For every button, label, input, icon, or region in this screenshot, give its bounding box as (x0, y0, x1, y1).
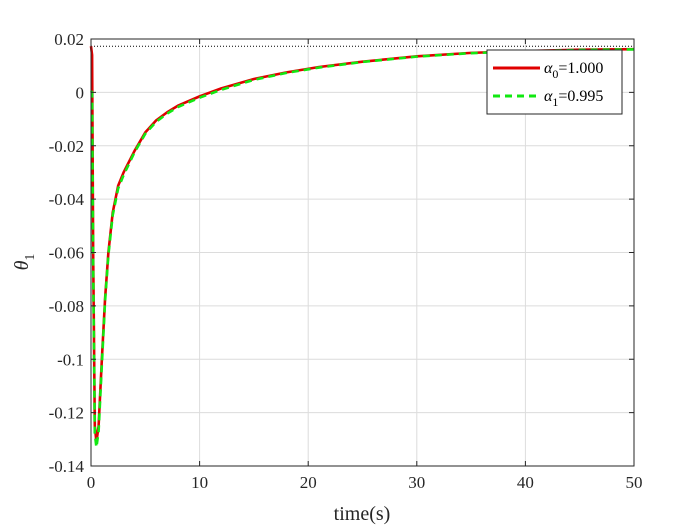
x-tick-label: 0 (87, 473, 96, 492)
y-tick-label: -0.1 (57, 350, 84, 369)
legend: α0=1.000 α1=0.995 (486, 49, 623, 115)
legend-label-1-suffix: =0.995 (558, 88, 603, 105)
legend-box (486, 49, 623, 115)
y-tick-label: -0.02 (49, 137, 84, 156)
y-tick-label: -0.04 (49, 190, 85, 209)
y-tick-label: 0 (76, 83, 85, 102)
ticks (90, 38, 635, 467)
series-line-1 (89, 48, 635, 449)
y-axis-label-symbol: θ (11, 260, 33, 270)
y-tick-label: 0.02 (54, 30, 84, 49)
grid (91, 39, 634, 466)
y-tick-label: -0.12 (49, 404, 84, 423)
series-group (89, 46, 635, 449)
legend-label-1-symbol: α (544, 88, 553, 105)
x-axis-label: time(s) (334, 503, 391, 525)
x-tick-label: 40 (517, 473, 534, 492)
y-tick-labels: 0.02 0 -0.02 -0.04 -0.06 -0.08 -0.1 -0.12 -0.14 (49, 30, 85, 476)
legend-label-0-suffix: =1.000 (558, 60, 603, 77)
x-tick-label: 20 (300, 473, 317, 492)
x-tick-label: 30 (408, 473, 425, 492)
legend-label-0: α0=1.000 (544, 60, 603, 81)
legend-label-0-symbol: α (544, 60, 553, 77)
y-tick-label: -0.14 (49, 457, 85, 476)
x-tick-label: 10 (191, 473, 208, 492)
y-axis-label-subscript: 1 (23, 254, 38, 261)
x-tick-label: 50 (626, 473, 643, 492)
y-tick-label: -0.06 (49, 244, 84, 263)
y-axis-label: θ1 (11, 254, 38, 271)
x-tick-labels: 0 10 20 30 40 50 (87, 473, 643, 492)
legend-label-1: α1=0.995 (544, 88, 603, 109)
legend-label-0-subscript: 0 (552, 67, 558, 81)
y-tick-label: -0.08 (49, 297, 84, 316)
svg-text:θ1: θ1 (11, 254, 38, 271)
legend-label-1-subscript: 1 (552, 95, 558, 109)
